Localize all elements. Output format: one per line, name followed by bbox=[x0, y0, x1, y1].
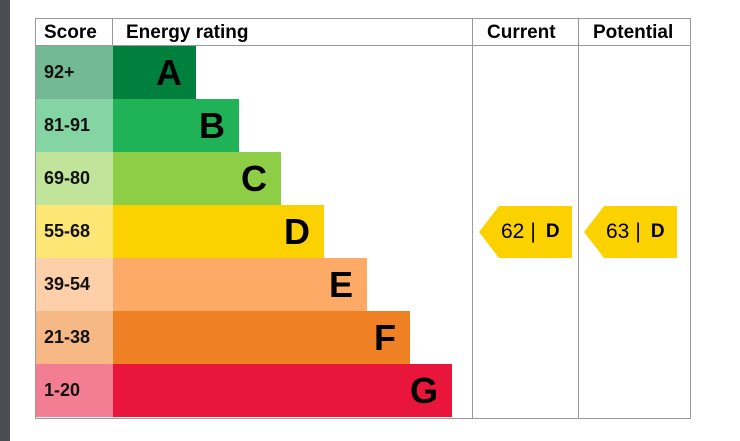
potential-column-divider bbox=[578, 19, 579, 418]
potential-header: Potential bbox=[593, 22, 674, 43]
current-header: Current bbox=[487, 22, 556, 43]
current-rating-separator: | bbox=[530, 220, 536, 243]
band-score-e: 39-54 bbox=[36, 258, 113, 311]
band-bar-a: A bbox=[113, 46, 196, 99]
score-header: Score bbox=[44, 22, 97, 43]
potential-rating-separator: | bbox=[635, 220, 641, 243]
band-bar-f: F bbox=[113, 311, 410, 364]
band-letter-a: A bbox=[156, 51, 182, 93]
window-left-edge bbox=[0, 0, 10, 441]
potential-rating-marker: 63 | D bbox=[584, 206, 677, 258]
band-bar-e: E bbox=[113, 258, 367, 311]
current-rating-band: D bbox=[545, 221, 560, 242]
band-score-a: 92+ bbox=[36, 46, 113, 99]
band-score-d: 55-68 bbox=[36, 205, 113, 258]
band-bar-b: B bbox=[113, 99, 239, 152]
band-letter-b: B bbox=[199, 104, 225, 146]
header-row: Score Energy rating Current Potential bbox=[36, 19, 690, 46]
potential-marker-arrow-tip bbox=[584, 206, 604, 258]
current-rating-marker: 62 | D bbox=[479, 206, 572, 258]
current-marker-arrow-tip bbox=[479, 206, 499, 258]
band-letter-g: G bbox=[409, 369, 438, 411]
band-score-c: 69-80 bbox=[36, 152, 113, 205]
band-score-b: 81-91 bbox=[36, 99, 113, 152]
band-bar-g: G bbox=[113, 364, 452, 417]
current-marker-body: 62 | D bbox=[499, 206, 572, 258]
current-rating-value: 62 bbox=[501, 220, 525, 243]
band-letter-c: C bbox=[241, 157, 267, 199]
potential-rating-band: D bbox=[650, 221, 665, 242]
band-score-g: 1-20 bbox=[36, 364, 113, 417]
potential-rating-value: 63 bbox=[606, 220, 630, 243]
band-bar-c: C bbox=[113, 152, 281, 205]
potential-marker-body: 63 | D bbox=[604, 206, 677, 258]
band-letter-e: E bbox=[328, 263, 353, 305]
band-letter-f: F bbox=[374, 316, 396, 358]
energy-rating-chart: Score Energy rating Current Potential 92… bbox=[35, 18, 691, 419]
band-score-f: 21-38 bbox=[36, 311, 113, 364]
score-column-divider bbox=[112, 19, 113, 46]
energy-rating-header: Energy rating bbox=[126, 22, 249, 43]
band-letter-d: D bbox=[284, 210, 310, 252]
band-bar-d: D bbox=[113, 205, 324, 258]
current-column-divider bbox=[472, 19, 473, 418]
